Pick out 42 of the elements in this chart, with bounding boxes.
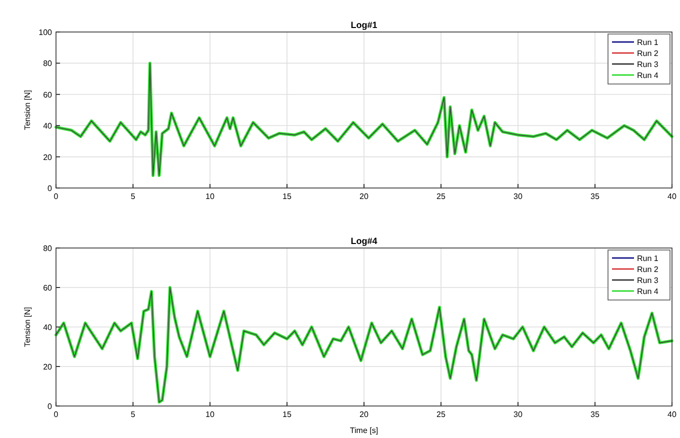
y-tick-label: 40: [43, 122, 53, 131]
x-tick-label: 20: [360, 410, 369, 419]
x-tick-label: 15: [282, 410, 292, 419]
legend-label: Run 1: [637, 38, 659, 47]
y-tick-label: 0: [48, 184, 53, 193]
y-tick-label: 20: [43, 362, 53, 372]
legend-label: Run 1: [637, 254, 659, 263]
x-tick-label: 35: [590, 410, 600, 419]
legend-label: Run 4: [637, 71, 659, 80]
y-tick-label: 20: [43, 152, 53, 162]
y-tick-label: 0: [48, 402, 53, 411]
y-tick-label: 100: [38, 28, 53, 37]
y-tick-label: 80: [43, 244, 53, 253]
x-tick-label: 5: [130, 192, 136, 201]
legend-label: Run 3: [637, 60, 659, 69]
x-tick-label: 15: [282, 192, 292, 201]
y-tick-label: 60: [43, 284, 53, 292]
x-tick-label: 10: [206, 410, 215, 419]
x-tick-label: 40: [668, 410, 677, 419]
legend-label: Run 2: [637, 265, 659, 274]
x-tick-label: 0: [54, 192, 59, 201]
legend-label: Run 4: [637, 287, 659, 296]
x-tick-label: 30: [514, 192, 523, 201]
x-tick-label: 20: [360, 192, 369, 201]
y-tick-label: 80: [43, 59, 53, 68]
x-tick-label: 0: [54, 410, 59, 419]
x-tick-label: 30: [514, 410, 523, 419]
x-tick-label: 40: [668, 192, 677, 201]
chart-title: Log#1: [350, 20, 378, 30]
y-axis-title: Tension [N]: [23, 90, 32, 130]
y-axis-title: Tension [N]: [23, 306, 32, 348]
x-tick-label: 10: [206, 192, 215, 201]
chart-title: Log#4: [350, 236, 378, 246]
y-tick-label: 40: [43, 323, 53, 332]
legend-label: Run 3: [637, 276, 659, 285]
y-tick-label: 60: [43, 90, 53, 100]
x-tick-label: 25: [436, 192, 446, 201]
x-tick-label: 25: [436, 410, 446, 419]
legend-label: Run 2: [637, 49, 659, 58]
x-tick-label: 35: [590, 192, 600, 201]
x-axis-title: Time [s]: [350, 426, 378, 435]
x-tick-label: 5: [130, 410, 136, 419]
